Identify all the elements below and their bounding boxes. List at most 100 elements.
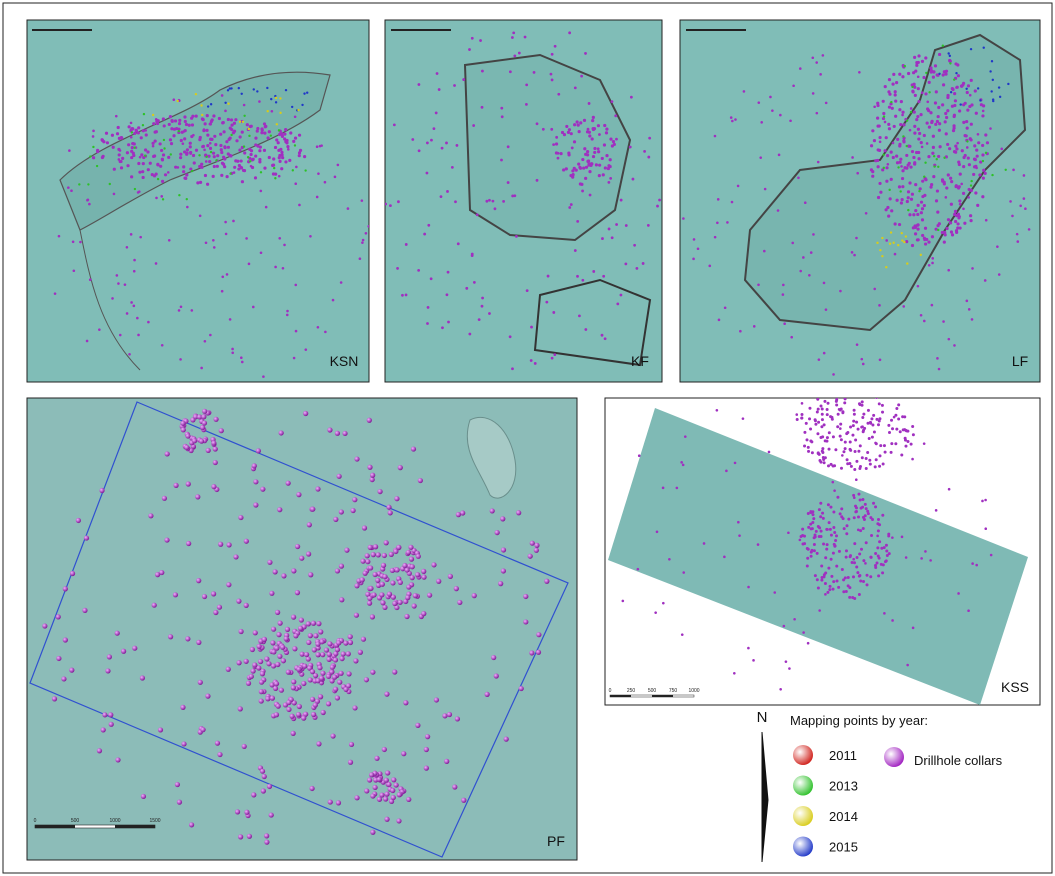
map-point [815, 61, 818, 64]
map-point [76, 518, 81, 523]
map-point [714, 135, 717, 138]
legend: N Mapping points by year: 20112013201420… [757, 709, 1003, 862]
map-point [821, 418, 824, 421]
map-point [519, 686, 524, 691]
map-point [455, 716, 460, 721]
map-point [827, 503, 830, 506]
map-point [895, 155, 898, 158]
map-point [804, 201, 807, 204]
map-point [597, 150, 600, 153]
map-point [279, 97, 281, 99]
map-point [274, 177, 276, 179]
map-point [523, 594, 528, 599]
map-point [239, 135, 242, 138]
map-point [382, 574, 387, 579]
panel-lf: LF [680, 20, 1040, 382]
map-point [883, 167, 885, 169]
map-point [969, 94, 972, 97]
map-point [300, 652, 305, 657]
map-point [907, 72, 910, 75]
map-point [859, 498, 862, 501]
map-point [814, 535, 817, 538]
map-point [330, 665, 335, 670]
map-point [491, 655, 496, 660]
map-point [942, 73, 945, 76]
map-point [58, 235, 61, 238]
map-point [734, 462, 737, 465]
map-point [186, 198, 188, 200]
map-point [411, 446, 416, 451]
map-point [392, 669, 397, 674]
map-point [253, 502, 258, 507]
map-point [881, 255, 883, 257]
map-point [902, 123, 905, 126]
map-point [878, 402, 881, 405]
map-point [130, 136, 133, 139]
map-point [212, 114, 215, 117]
map-point [254, 154, 257, 157]
map-point [287, 148, 290, 151]
map-point [191, 123, 194, 126]
map-point [352, 497, 357, 502]
map-point [481, 297, 484, 300]
map-point [324, 181, 327, 184]
map-point [170, 119, 173, 122]
map-point [163, 147, 165, 149]
map-point [220, 148, 223, 151]
map-point [289, 131, 292, 134]
map-point [954, 151, 957, 154]
map-point [278, 175, 281, 178]
map-point [348, 760, 353, 765]
map-point [676, 487, 679, 490]
map-point [362, 525, 367, 530]
scale-label: 1500 [149, 818, 160, 824]
map-point [912, 90, 915, 93]
map-point [591, 137, 594, 140]
map-point [933, 165, 935, 167]
map-point [201, 414, 206, 419]
map-point [238, 87, 240, 89]
map-point [249, 153, 252, 156]
map-point [981, 195, 984, 198]
map-point [861, 416, 864, 419]
map-point [224, 102, 226, 104]
map-point [472, 593, 477, 598]
map-point [137, 162, 140, 165]
map-point [915, 151, 918, 154]
map-point [200, 163, 203, 166]
map-point [292, 140, 295, 143]
map-point [178, 122, 181, 125]
map-point [107, 654, 112, 659]
map-point [254, 137, 257, 140]
map-point [501, 568, 506, 573]
map-point [500, 516, 505, 521]
map-point [401, 751, 406, 756]
map-point [112, 146, 115, 149]
map-point [92, 146, 94, 148]
map-point [416, 554, 421, 559]
map-point [912, 433, 915, 436]
map-point [199, 215, 202, 218]
map-point [133, 259, 136, 262]
map-point [857, 450, 860, 453]
map-point [200, 727, 205, 732]
map-point [285, 89, 287, 91]
map-point [968, 163, 971, 166]
map-point [376, 552, 381, 557]
map-point [904, 65, 906, 67]
map-point [492, 200, 495, 203]
map-point [803, 445, 806, 448]
map-point [771, 109, 774, 112]
map-point [130, 175, 133, 178]
map-point [889, 243, 891, 245]
map-point [394, 496, 399, 501]
map-point [757, 101, 760, 104]
map-point [252, 158, 255, 161]
map-point [409, 557, 414, 562]
map-point [812, 92, 815, 95]
map-point [243, 151, 246, 154]
map-point [823, 352, 826, 355]
map-point [240, 356, 243, 359]
map-point [160, 195, 163, 198]
map-point [576, 120, 579, 123]
